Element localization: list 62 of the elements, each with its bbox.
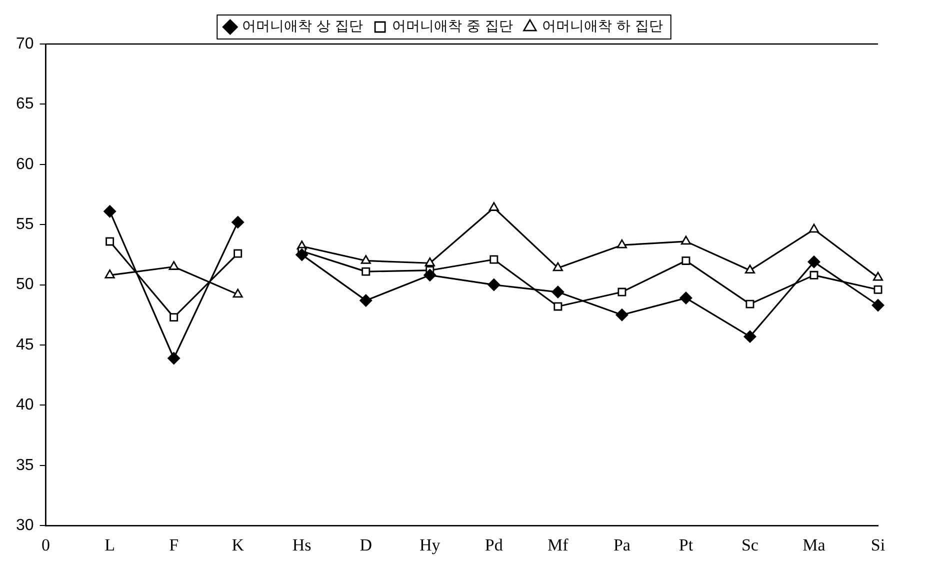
point [680,236,691,245]
point [168,352,180,364]
point [424,257,435,266]
point [872,272,884,281]
point [234,249,242,258]
point [682,256,690,265]
legend-label: 어머니애착 상 집단 [242,18,364,35]
point [744,264,755,274]
point [296,248,308,261]
point [168,261,179,270]
point [810,270,818,280]
point [552,286,564,298]
point [106,237,114,246]
x-tick-label: F [169,535,179,554]
point [104,269,115,278]
x-tick-label: Pa [613,535,631,554]
point [232,216,244,228]
y-tick-label: 60 [16,156,34,173]
point [680,292,692,304]
x-tick-label: Pd [484,535,504,554]
point [744,330,756,343]
y-tick-label: 55 [16,216,34,234]
x-tick-label: Ma [802,535,826,554]
y-tick-label: 45 [16,336,34,354]
legend-label: 어머니애착 하 집단 [542,18,663,35]
point [104,205,116,218]
y-tick-label: 70 [16,35,34,52]
x-tick-label: Mf [548,535,569,554]
point [874,285,882,294]
point [360,294,372,307]
x-tick-label: D [360,535,372,554]
y-tick-label: 50 [16,276,34,294]
point [872,299,884,312]
x-tick-label: L [104,535,116,554]
point [616,239,627,248]
point [424,268,436,282]
x-tick-label: K [232,535,245,554]
y-tick-label: 40 [16,396,34,414]
point [490,255,498,264]
x-tick-label: Hs [292,535,312,554]
point [360,255,371,264]
point [616,308,628,322]
x-tick-label: Hy [420,535,441,554]
point [362,267,370,276]
x-tick-label: 0 [42,535,50,554]
point [808,256,820,268]
point [808,224,820,233]
point [746,300,754,308]
legend-label: 어머니애착 중 집단 [392,18,513,35]
x-tick-label: Si [870,535,886,554]
point [170,313,178,322]
y-tick-label: 35 [16,456,34,474]
point [554,302,562,311]
y-tick-label: 65 [16,96,34,113]
point [232,288,243,298]
point [618,288,626,296]
point [488,202,499,211]
x-tick-label: Sc [741,535,759,554]
point [488,278,500,291]
y-tick-label: 30 [16,517,34,534]
point [552,262,563,272]
x-tick-label: Pt [678,535,694,554]
